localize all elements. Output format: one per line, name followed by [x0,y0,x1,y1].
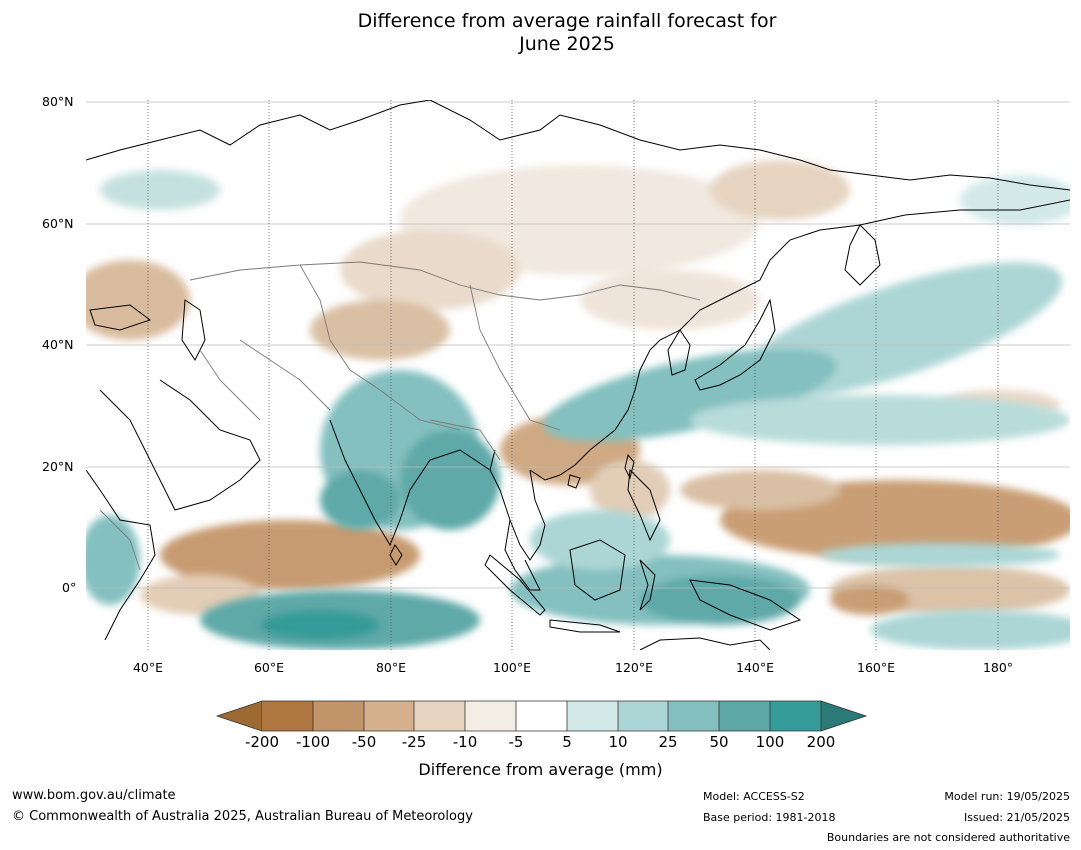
colorbar-bin-3 [364,701,414,731]
java [549,619,621,633]
colorbar-label: -25 [401,733,427,751]
colorbar-bin-2 [313,701,364,731]
base-period-text: Base period: 1981-2018 [703,811,836,824]
issued-text: Issued: 21/05/2025 [963,811,1070,824]
colorbar-label: -10 [452,733,478,751]
black-sea [89,304,152,331]
eurasia-north-coast [86,100,1070,191]
colorbar-label: 100 [755,733,785,751]
colorbar-bin-1 [262,701,313,731]
korea [667,329,691,376]
colorbar-bin-11 [770,701,821,731]
lon-label-60e: 60°E [253,660,285,675]
country-boundaries [99,261,701,571]
coastlines [86,100,1070,650]
colorbar-extend-high [820,700,868,732]
colorbar-label: 5 [562,733,572,751]
lon-label-120e: 120°E [614,660,654,675]
colorbar-label: -50 [351,733,377,751]
hainan [567,474,581,489]
pacific-coast [529,199,1070,481]
indochina [489,449,546,561]
lon-label-100e: 100°E [492,660,532,675]
borneo [569,539,626,601]
sulawesi [639,559,656,611]
lat-label-equator: 0° [62,580,77,595]
kamchatka [844,224,881,286]
philippines [627,468,661,542]
sri-lanka [389,544,403,566]
colorbar-bin-9 [668,701,719,731]
taiwan [624,453,635,480]
africa-east-coast [86,469,156,641]
arabian-peninsula [99,379,261,511]
lon-label-80e: 80°E [375,660,407,675]
colorbar-bin-7 [567,701,618,731]
model-text: Model: ACCESS-S2 [703,790,805,803]
copyright-text: © Commonwealth of Australia 2025, Austra… [12,809,473,824]
lat-label-80n: 80°N [42,94,74,109]
lon-label-40e: 40°E [132,660,164,675]
colorbar-label: -100 [295,733,331,751]
colorbar-bin-6 [516,701,567,731]
colorbar-label: 200 [806,733,836,751]
map-title: Difference from average rainfall forecas… [0,10,1081,56]
sumatra [484,554,546,616]
colorbar-title: Difference from average (mm) [418,760,663,779]
lat-label-20n: 20°N [42,459,74,474]
colorbar-label: 25 [658,733,678,751]
disclaimer-text: Boundaries are not considered authoritat… [826,831,1070,844]
latitude-gridlines [86,101,1070,589]
model-run-text: Model run: 19/05/2025 [944,790,1070,803]
website-link[interactable]: www.bom.gov.au/climate [12,788,176,803]
colorbar-bin-5 [465,701,516,731]
lat-label-60n: 60°N [42,216,74,231]
anomaly-field [86,100,1070,650]
malay-peninsula [504,519,541,591]
australia-north [639,637,771,650]
colorbar-bin-4 [414,701,465,731]
indian-subcontinent [329,419,491,547]
new-guinea [689,579,802,631]
lon-label-140e: 140°E [735,660,775,675]
lon-label-180: 180° [982,660,1014,675]
colorbar-label: 10 [608,733,628,751]
japan [694,298,776,391]
colorbar-label: -5 [508,733,524,751]
title-line-1: Difference from average rainfall forecas… [357,10,777,32]
colorbar [215,700,868,732]
colorbar-label: 50 [709,733,729,751]
colorbar-extend-low [215,700,263,732]
wet-anomaly-regions [86,170,1070,650]
title-line-2: June 2025 [519,33,615,55]
colorbar-bin-8 [618,701,668,731]
colorbar-bin-10 [719,701,770,731]
lon-label-160e: 160°E [856,660,896,675]
colorbar-label: -200 [244,733,280,751]
lat-label-40n: 40°N [42,337,74,352]
